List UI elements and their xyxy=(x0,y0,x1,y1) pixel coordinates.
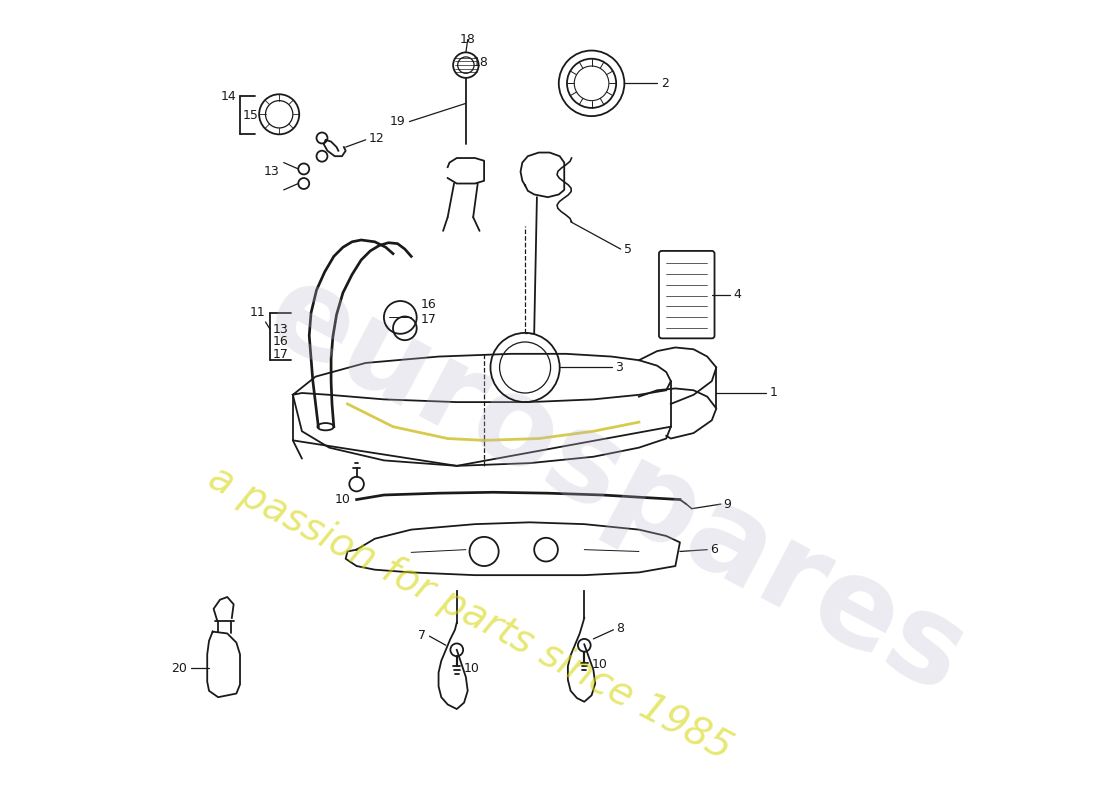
Text: 3: 3 xyxy=(615,361,623,374)
Text: a passion for parts since 1985: a passion for parts since 1985 xyxy=(201,459,738,768)
Text: 19: 19 xyxy=(390,115,406,128)
Text: 17: 17 xyxy=(420,313,437,326)
FancyBboxPatch shape xyxy=(659,251,715,338)
Text: 8: 8 xyxy=(616,622,624,635)
Text: 10: 10 xyxy=(592,658,607,671)
Text: 18: 18 xyxy=(473,56,490,69)
Text: 12: 12 xyxy=(368,132,384,146)
Text: 4: 4 xyxy=(734,288,741,301)
Text: 20: 20 xyxy=(172,662,187,674)
Text: 10: 10 xyxy=(334,493,350,506)
Text: 18: 18 xyxy=(460,33,475,46)
Text: 5: 5 xyxy=(625,242,632,255)
Text: 10: 10 xyxy=(464,662,480,674)
Text: 1: 1 xyxy=(770,386,778,399)
Text: 13: 13 xyxy=(263,165,279,178)
Text: 14: 14 xyxy=(221,90,236,102)
Text: 6: 6 xyxy=(710,543,718,556)
Text: 11: 11 xyxy=(250,306,265,319)
Text: 15: 15 xyxy=(243,109,258,122)
Text: eurospares: eurospares xyxy=(248,253,984,719)
Text: 17: 17 xyxy=(273,348,288,362)
Text: 9: 9 xyxy=(724,498,732,510)
Text: 13: 13 xyxy=(273,322,288,336)
Text: 7: 7 xyxy=(418,629,426,642)
Text: 16: 16 xyxy=(273,335,288,349)
Text: 16: 16 xyxy=(420,298,436,311)
Ellipse shape xyxy=(318,423,333,430)
Text: 2: 2 xyxy=(661,77,669,90)
